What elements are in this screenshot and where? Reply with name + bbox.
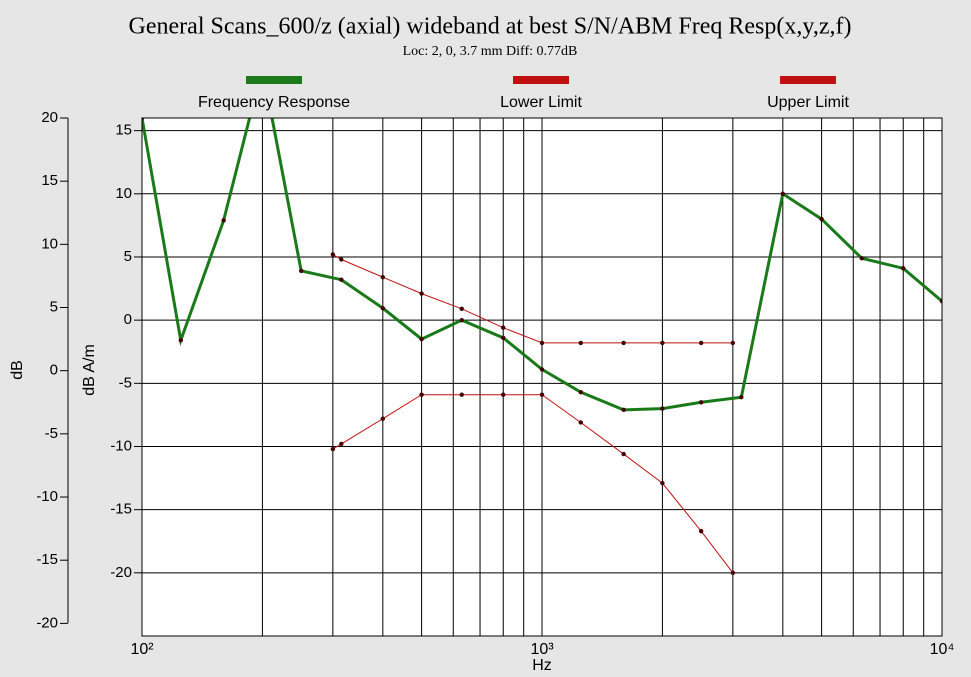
- data-point: [621, 340, 626, 346]
- y2-tick-label: 0: [50, 362, 58, 379]
- series-line: [332, 254, 733, 344]
- data-point: [578, 389, 583, 395]
- data-point: [419, 392, 424, 397]
- data-point: [339, 257, 344, 262]
- y2-tick-label: -10: [36, 488, 58, 505]
- data-point: [330, 446, 336, 452]
- data-point: [621, 451, 626, 457]
- legend-swatch: [780, 76, 836, 84]
- legend-swatch: [513, 76, 569, 84]
- data-point: [739, 395, 744, 400]
- plot-border: [141, 117, 943, 637]
- y2-tick-label: 5: [50, 298, 58, 315]
- y2-tick-label: -20: [36, 614, 58, 631]
- data-point: [459, 306, 464, 311]
- x-tick-label: 10²: [130, 641, 154, 658]
- y-tick-label: -15: [110, 501, 132, 518]
- data-point: [339, 277, 344, 282]
- y-tick-label: 5: [124, 248, 132, 265]
- legend-label: Lower Limit: [500, 94, 582, 111]
- y2-tick-label: 20: [41, 109, 58, 126]
- data-point: [539, 340, 545, 346]
- data-point: [660, 406, 665, 411]
- data-point: [859, 256, 864, 261]
- y2-tick-label: 10: [41, 235, 58, 252]
- data-point: [621, 407, 626, 413]
- legend-label: Upper Limit: [767, 94, 849, 111]
- data-point: [539, 367, 545, 372]
- data-point: [698, 400, 704, 405]
- marks: [142, 118, 942, 576]
- data-point: [819, 216, 824, 222]
- data-point: [380, 416, 386, 421]
- y2-tick-label: -15: [36, 551, 58, 568]
- data-point: [539, 392, 545, 397]
- data-point: [501, 392, 506, 397]
- data-point: [578, 340, 583, 346]
- data-point: [501, 325, 506, 330]
- data-point: [419, 336, 424, 342]
- data-point: [698, 528, 704, 534]
- y-tick-label: 10: [115, 185, 132, 202]
- data-point: [578, 420, 583, 425]
- x-axis-label: Hz: [532, 657, 552, 674]
- y-tick-label: 0: [124, 311, 132, 328]
- data-point: [939, 298, 942, 304]
- y-tick-label: -10: [110, 437, 132, 454]
- data-point: [501, 335, 506, 341]
- grid: [141, 118, 943, 636]
- data-point: [730, 570, 736, 576]
- data-point: [730, 340, 736, 346]
- data-point: [419, 291, 424, 296]
- data-point: [178, 338, 183, 343]
- y-tick-label: -20: [110, 564, 132, 581]
- data-point: [459, 317, 464, 323]
- data-point: [698, 340, 704, 346]
- legend-label: Frequency Response: [198, 94, 350, 111]
- series-line: [332, 394, 734, 574]
- legend-swatch: [246, 76, 302, 84]
- data-point: [380, 305, 386, 311]
- data-point: [380, 274, 386, 280]
- y2-tick-label: -5: [45, 425, 58, 442]
- data-point: [221, 218, 226, 223]
- data-point: [339, 441, 344, 447]
- chart-title: General Scans_600/z (axial) wideband at …: [129, 14, 852, 40]
- data-point: [660, 480, 665, 486]
- y-tick-label: 15: [115, 122, 132, 139]
- y-tick-label: -5: [119, 374, 132, 391]
- x-tick-label: 10⁴: [930, 641, 955, 658]
- data-point: [660, 340, 665, 346]
- data-point: [330, 252, 336, 257]
- chart-subtitle: Loc: 2, 0, 3.7 mm Diff: 0.77dB: [403, 44, 578, 59]
- data-point: [780, 191, 786, 197]
- y2-tick-label: 15: [41, 172, 58, 189]
- data-point: [298, 268, 304, 274]
- y-axis-label: dB A/m: [81, 344, 98, 396]
- y2-axis-label: dB: [9, 360, 26, 380]
- data-point: [459, 392, 464, 397]
- data-point: [142, 118, 145, 121]
- x-tick-label: 10³: [530, 641, 554, 658]
- data-point: [901, 266, 906, 271]
